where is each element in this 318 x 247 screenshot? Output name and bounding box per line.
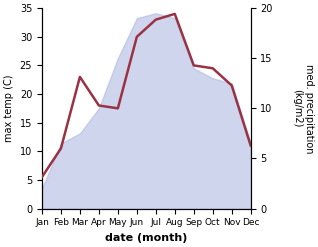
Y-axis label: max temp (C): max temp (C): [4, 75, 14, 142]
X-axis label: date (month): date (month): [105, 233, 188, 243]
Y-axis label: med. precipitation
(kg/m2): med. precipitation (kg/m2): [292, 64, 314, 153]
